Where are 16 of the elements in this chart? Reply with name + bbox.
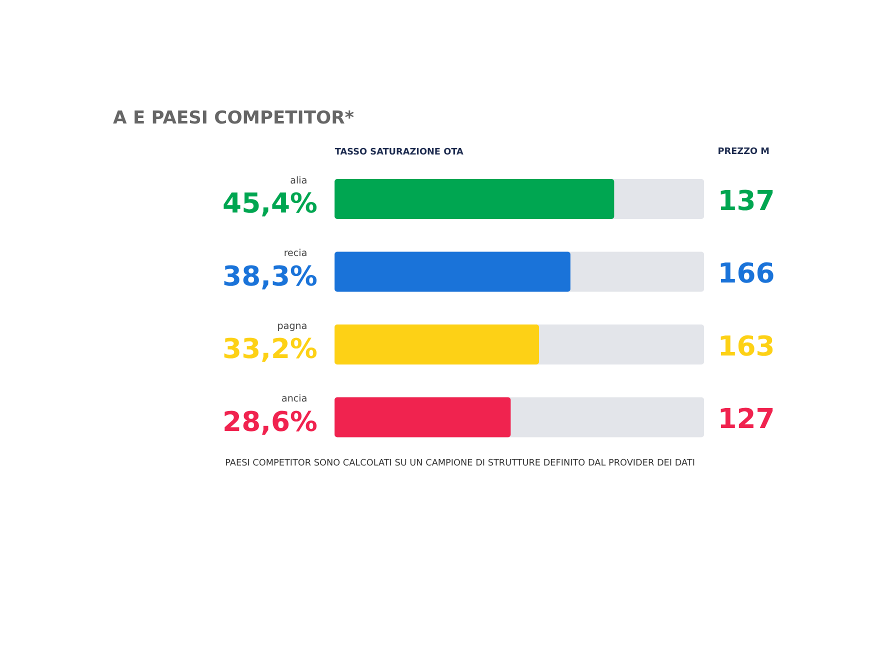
text: PREZZO M: [718, 147, 770, 158]
x-axis-title: TASSO SATURAZIONE OTA: [334, 148, 464, 158]
text: 163: [718, 331, 775, 362]
chart-title: A E PAESI COMPETITOR*: [113, 107, 354, 128]
data-label: 38,3%: [222, 261, 318, 292]
y-tick-label: ancia: [282, 394, 308, 405]
y-tick-label: pagna: [277, 320, 308, 332]
y-tick-label: recia: [284, 248, 308, 260]
data-label: 45,4%: [222, 188, 318, 220]
data-label: 28,6%: [222, 406, 318, 438]
text: 137: [718, 186, 775, 217]
text: 166: [718, 258, 775, 290]
text: PAESI COMPETITOR SONO CALCOLATI SU UN CAMPIONE DI STRUTTURE DEFINITO DAL PROVIDER DEI DATI: [225, 458, 695, 469]
y-tick-label: alia: [290, 175, 308, 186]
text: 127: [718, 404, 775, 436]
data-label: 33,2%: [222, 334, 318, 366]
